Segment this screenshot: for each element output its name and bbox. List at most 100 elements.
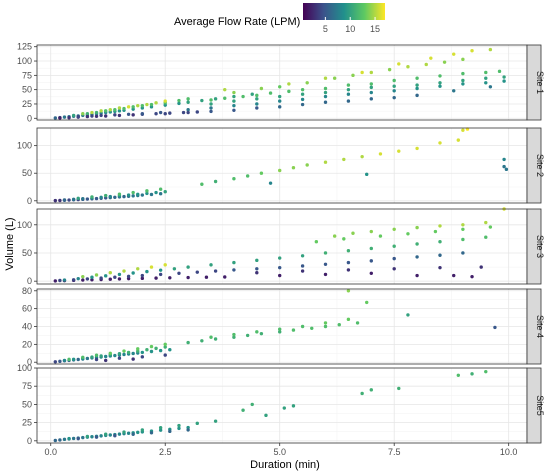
data-point bbox=[392, 267, 396, 271]
data-point bbox=[76, 436, 80, 441]
data-point bbox=[461, 237, 465, 242]
data-point bbox=[255, 93, 259, 98]
data-point bbox=[213, 269, 218, 273]
data-point bbox=[278, 273, 282, 278]
data-point bbox=[250, 92, 254, 96]
data-point bbox=[209, 98, 213, 102]
data-point bbox=[255, 102, 259, 106]
data-point bbox=[346, 260, 351, 265]
data-point bbox=[200, 339, 204, 343]
data-point bbox=[158, 348, 163, 353]
data-point bbox=[323, 86, 328, 91]
data-point bbox=[438, 265, 442, 270]
y-tick-label: 80 bbox=[22, 286, 32, 296]
data-point bbox=[177, 98, 181, 103]
data-point bbox=[149, 192, 154, 197]
data-point bbox=[149, 431, 154, 435]
data-point bbox=[136, 103, 140, 108]
color-legend: Average Flow Rate (LPM) 5 10 15 bbox=[174, 3, 385, 34]
data-point bbox=[355, 321, 360, 325]
data-point bbox=[346, 87, 351, 92]
data-point bbox=[461, 128, 465, 132]
data-point bbox=[291, 404, 296, 408]
data-point bbox=[103, 274, 108, 278]
data-point bbox=[113, 353, 117, 358]
data-point bbox=[456, 373, 461, 377]
data-point bbox=[195, 270, 199, 274]
data-point bbox=[122, 430, 126, 434]
y-axis-title: Volume (L) bbox=[4, 217, 16, 270]
data-point bbox=[278, 265, 282, 270]
data-point bbox=[117, 109, 122, 113]
data-point bbox=[113, 195, 117, 199]
data-point bbox=[136, 192, 140, 196]
x-tick-label: 0.0 bbox=[44, 447, 57, 457]
data-point bbox=[81, 112, 85, 116]
data-point bbox=[369, 388, 373, 392]
data-point bbox=[351, 73, 355, 78]
data-point bbox=[140, 355, 145, 359]
data-point bbox=[186, 100, 190, 104]
data-point bbox=[126, 193, 131, 197]
data-point bbox=[323, 251, 328, 255]
panels: 0 25 50 75 100 125 Site 1 0 50 100 Site 2 0 50 100 Sit… bbox=[17, 42, 545, 446]
data-point bbox=[186, 275, 190, 280]
data-point bbox=[438, 224, 442, 228]
data-point bbox=[346, 289, 351, 293]
data-point bbox=[223, 275, 227, 279]
y-tick-label: 100 bbox=[17, 56, 32, 66]
data-point bbox=[76, 196, 80, 201]
data-point bbox=[149, 102, 154, 107]
data-point bbox=[186, 110, 190, 115]
strip-label: Site 4 bbox=[535, 315, 545, 338]
data-point bbox=[158, 272, 163, 277]
data-point bbox=[145, 191, 149, 196]
data-point bbox=[76, 114, 80, 119]
data-point bbox=[108, 107, 112, 112]
y-tick-label: 0 bbox=[27, 196, 32, 206]
data-point bbox=[149, 265, 154, 269]
data-point bbox=[85, 197, 90, 201]
data-point bbox=[99, 276, 103, 280]
data-point bbox=[360, 154, 364, 159]
data-point bbox=[369, 85, 373, 90]
data-point bbox=[305, 163, 309, 167]
data-point bbox=[186, 340, 190, 345]
data-point bbox=[81, 435, 85, 440]
data-point bbox=[131, 113, 135, 117]
data-point bbox=[470, 49, 474, 53]
data-point bbox=[323, 90, 328, 95]
x-tick-label: 5.0 bbox=[273, 447, 286, 457]
data-point bbox=[300, 87, 305, 92]
data-point bbox=[177, 423, 181, 428]
data-point bbox=[433, 229, 438, 234]
data-point bbox=[94, 353, 99, 357]
data-point bbox=[424, 62, 428, 67]
data-point bbox=[117, 277, 122, 281]
data-point bbox=[365, 300, 369, 305]
panel-background bbox=[37, 128, 527, 203]
data-point bbox=[278, 105, 282, 109]
legend-ticks: 5 10 15 bbox=[323, 17, 380, 34]
panel-5: 0 25 50 75 100 Site5 bbox=[17, 363, 545, 446]
data-point bbox=[369, 97, 373, 101]
data-point bbox=[113, 275, 117, 279]
data-point bbox=[99, 195, 103, 200]
data-point bbox=[154, 112, 158, 116]
data-point bbox=[387, 67, 392, 72]
data-point bbox=[392, 84, 396, 88]
data-point bbox=[90, 114, 94, 118]
data-point bbox=[342, 157, 346, 162]
data-point bbox=[94, 435, 99, 439]
panel-background bbox=[37, 209, 527, 284]
panel-1: 0 25 50 75 100 125 Site 1 bbox=[17, 42, 545, 124]
data-point bbox=[122, 106, 126, 111]
data-point bbox=[81, 355, 85, 360]
data-point bbox=[186, 265, 190, 269]
data-point bbox=[332, 234, 337, 238]
data-point bbox=[140, 103, 145, 108]
data-point bbox=[117, 113, 122, 118]
data-point bbox=[163, 345, 167, 349]
data-point bbox=[81, 278, 85, 282]
data-point bbox=[81, 274, 85, 279]
